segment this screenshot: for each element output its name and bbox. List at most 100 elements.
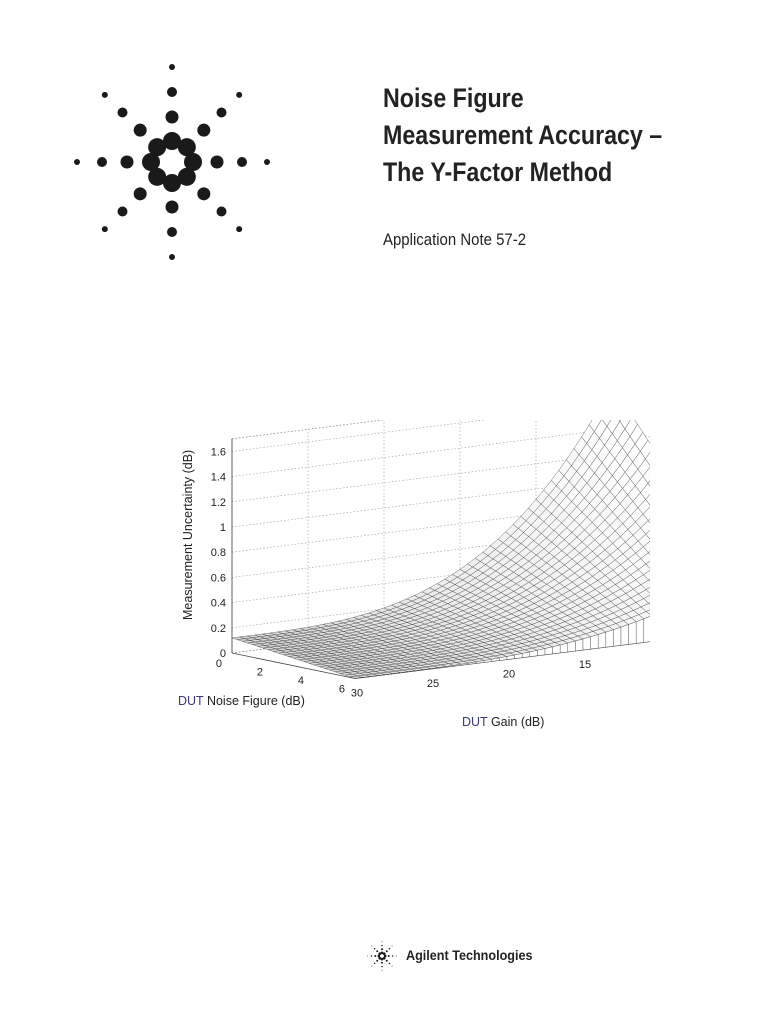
small-logo-dot (391, 945, 393, 947)
logo-dot (101, 226, 108, 233)
logo-dot (177, 138, 196, 157)
logo-dot (163, 132, 181, 150)
surface-cell (594, 420, 608, 439)
z-tick-label: 1.2 (211, 497, 226, 509)
small-logo-dot (388, 947, 391, 950)
surface-cell (643, 540, 650, 553)
surface-cell (645, 529, 650, 540)
chart-surface-mesh (231, 420, 650, 679)
logo-dot (133, 123, 147, 137)
small-logo-dot (373, 947, 376, 950)
logo-dot (101, 91, 108, 98)
logo-dot (236, 226, 243, 233)
z-tick-label: 1 (220, 522, 226, 534)
small-logo-dot (376, 959, 379, 962)
application-note-number: Application Note 57-2 (383, 230, 527, 249)
logo-dot (133, 187, 147, 201)
surface-cell (618, 420, 621, 422)
company-name: Agilent Technologies (406, 947, 533, 963)
logo-dot (197, 187, 211, 201)
nf-axis-label: DUT Noise Figure (dB) (178, 694, 305, 708)
logo-dot (169, 254, 175, 260)
logo-dot (169, 64, 175, 70)
logo-dot (177, 167, 196, 186)
small-logo-dot (374, 955, 377, 957)
small-logo-dot (370, 955, 373, 957)
logo-dot (167, 227, 177, 237)
small-logo-dot (371, 965, 373, 967)
nf-tick-label: 2 (257, 667, 263, 679)
logo-dot (117, 206, 128, 217)
surface-cell (645, 587, 650, 594)
title-line-2: Measurement Accuracy – (383, 120, 663, 150)
z-axis-label: Measurement Uncertainty (dB) (181, 450, 195, 620)
surface-cell (642, 466, 650, 484)
surface-cell (645, 609, 650, 615)
surface-cell (624, 420, 638, 437)
surface-cell (647, 518, 650, 524)
small-logo-dot (382, 956, 386, 960)
small-logo-dot (373, 962, 376, 965)
z-tick-label: 0.8 (211, 547, 226, 559)
logo-dot (142, 153, 160, 171)
z-tick-label: 0.4 (211, 598, 226, 610)
small-logo-dot (391, 955, 394, 957)
logo-dot (237, 157, 247, 167)
logo-dot (216, 107, 227, 118)
surface-skirt-cell (582, 636, 591, 651)
surface-skirt-cell (598, 631, 606, 649)
surface-skirt-cell (567, 640, 576, 653)
surface-cell (643, 595, 650, 604)
small-logo-dot (382, 952, 386, 956)
surface-cell (648, 578, 650, 582)
logo-dot (197, 123, 211, 137)
small-logo-dot (378, 952, 382, 956)
surface-cell (648, 551, 650, 555)
logo-dot (264, 159, 270, 165)
surface-cell (602, 420, 612, 427)
logo-dot (120, 155, 134, 169)
small-logo-dot (383, 954, 387, 958)
agilent-small-spark-icon (367, 941, 397, 971)
z-tick-label: 0 (220, 648, 226, 660)
gain-tick-label: 30 (351, 688, 363, 700)
surface-cell (642, 506, 650, 521)
small-logo-dot (388, 962, 391, 965)
small-logo-dot (381, 948, 383, 951)
z-tick-label: 0.2 (211, 623, 226, 635)
logo-dot (97, 157, 107, 167)
logo-dot (148, 167, 167, 186)
logo-dot (163, 174, 181, 192)
small-logo-dot (385, 959, 388, 962)
z-tick-label: 1.6 (211, 446, 226, 458)
surface-cell (606, 420, 621, 434)
chart-frame-line (231, 420, 386, 440)
small-logo-dot (391, 965, 393, 967)
logo-dot (236, 91, 243, 98)
surface-skirt-cell (613, 626, 622, 647)
surface-cell (588, 420, 602, 432)
surface-skirt-cell (620, 624, 629, 646)
surface-cell (619, 420, 631, 430)
small-logo-dot (395, 955, 397, 957)
logo-dot (74, 159, 80, 165)
gain-axis-label: DUT Gain (dB) (462, 715, 544, 729)
logo-dot (210, 155, 224, 169)
small-logo-dot (381, 965, 383, 968)
logo-dot (216, 206, 227, 217)
gain-tick-label: 25 (427, 678, 439, 690)
gain-axis-label-text: Gain (dB) (487, 715, 544, 729)
surface-skirt-cell (636, 618, 644, 644)
surface-skirt-cell (590, 634, 599, 650)
small-logo-dot (387, 955, 390, 957)
z-tick-label: 0.6 (211, 572, 226, 584)
nf-axis-label-text: Noise Figure (dB) (203, 694, 304, 708)
nf-tick-label: 4 (298, 675, 304, 687)
small-logo-dot (381, 941, 383, 943)
gain-tick-label: 20 (503, 669, 515, 681)
logo-dot (117, 107, 128, 118)
surface-cell (647, 480, 650, 487)
gain-axis-ticks: 30252015105 (351, 659, 591, 700)
